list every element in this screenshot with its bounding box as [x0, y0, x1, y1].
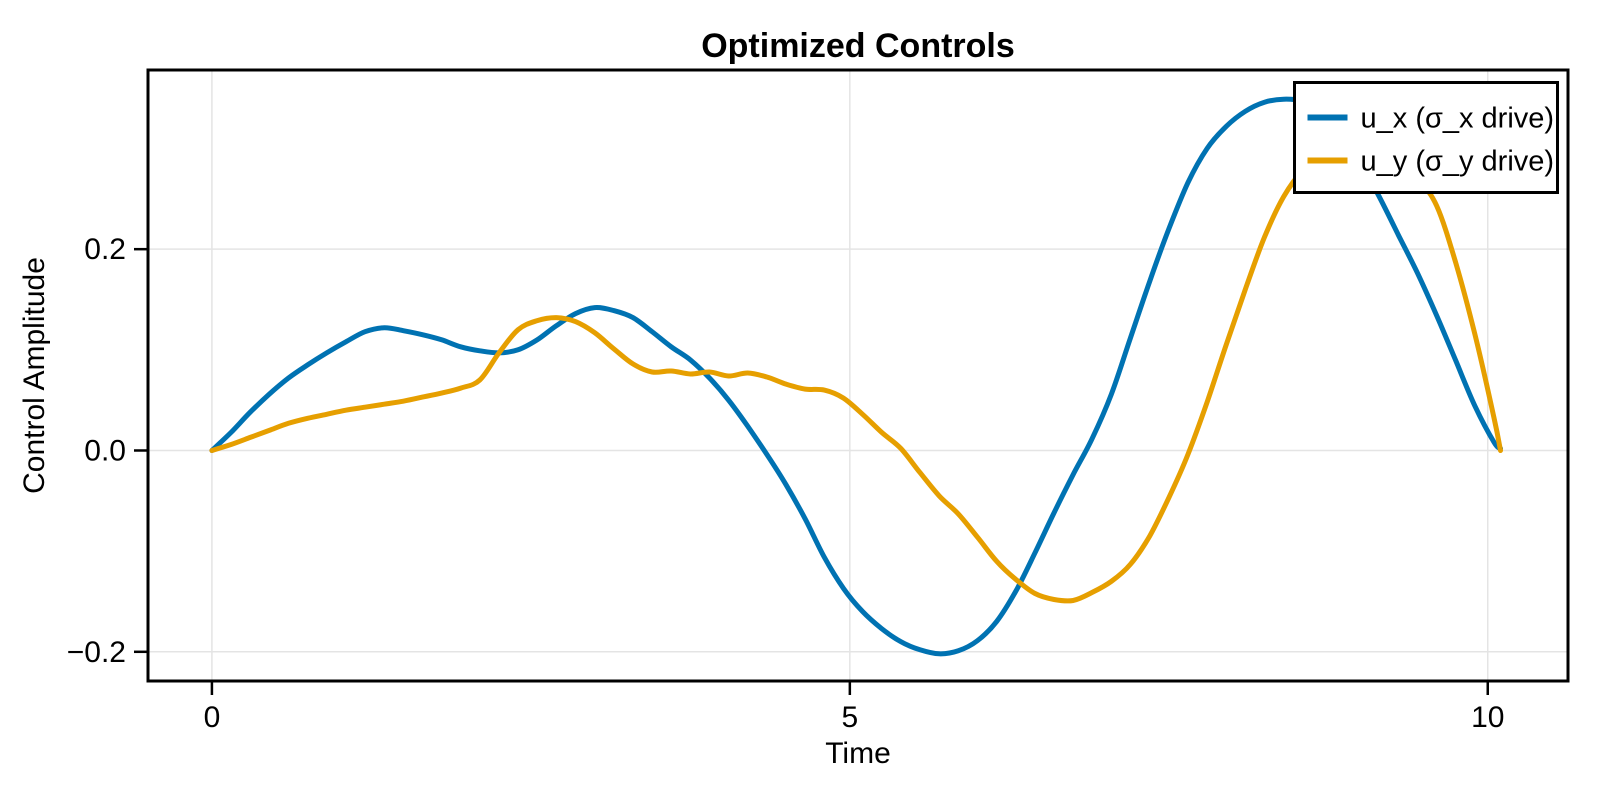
legend-box [1293, 81, 1559, 194]
x-tick-label: 0 [204, 701, 221, 734]
y-tick-label: −0.2 [67, 636, 126, 669]
legend: u_x (σ_x drive) u_y (σ_y drive) [1293, 81, 1559, 194]
x-axis-label: Time [825, 737, 891, 770]
x-tick-label: 5 [841, 701, 858, 734]
y-axis-label: Control Amplitude [18, 257, 51, 494]
chart-title: Optimized Controls [701, 27, 1015, 65]
series-line-u_y [209, 147, 1503, 604]
plot-frame [146, 68, 1570, 683]
legend-label: u_x (σ_x drive) [1361, 103, 1555, 135]
y-tick-label: 0.2 [84, 233, 126, 266]
axis-ticks: 0 5 10 −0.2 0.0 0.2 [67, 233, 1505, 734]
x-tick-label: 10 [1471, 701, 1504, 734]
legend-label: u_y (σ_y drive) [1361, 146, 1555, 178]
axes-frame [146, 68, 1570, 683]
y-tick-label: 0.0 [84, 434, 126, 467]
